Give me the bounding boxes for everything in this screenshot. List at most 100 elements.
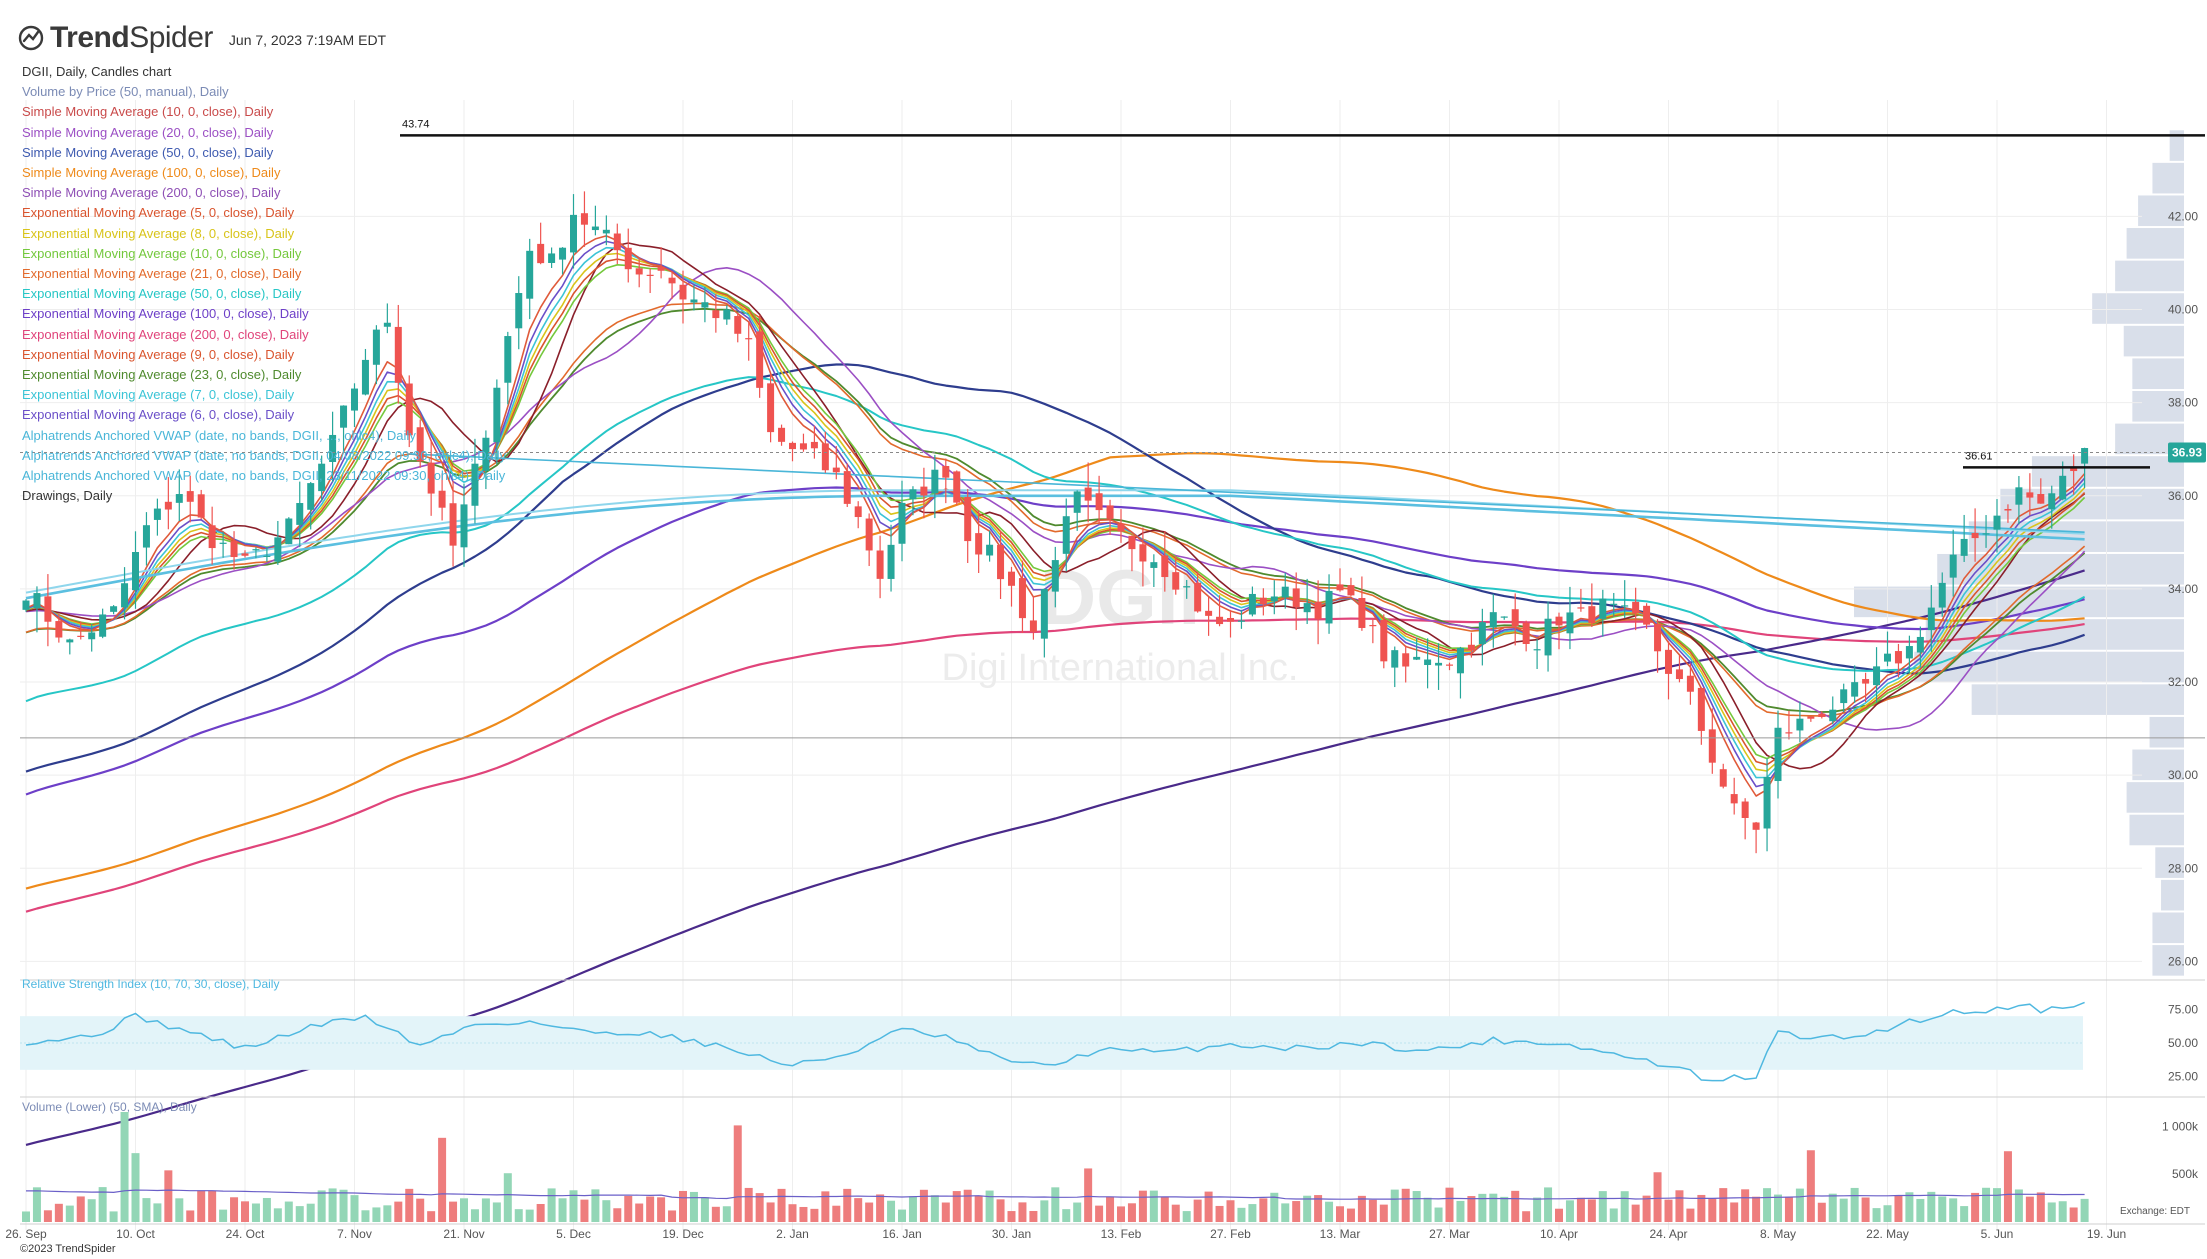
volume-bar — [1905, 1192, 1914, 1222]
candle-body — [471, 463, 479, 506]
candle-body — [449, 503, 457, 546]
candle-body — [307, 483, 315, 510]
legend-entry[interactable]: Exponential Moving Average (5, 0, close)… — [22, 205, 295, 221]
volume-bar — [1971, 1192, 1980, 1222]
candle-body — [1862, 679, 1870, 684]
candle-body — [865, 518, 873, 551]
rsi-tick-label: 50.00 — [2168, 1036, 2198, 1050]
volume-bar — [350, 1195, 359, 1222]
volume-bar — [733, 1125, 742, 1222]
volume-bar — [810, 1208, 819, 1222]
legend-entry[interactable]: Exponential Moving Average (6, 0, close)… — [22, 407, 295, 423]
vbp-bar — [2149, 716, 2184, 748]
legend-entry[interactable]: Alphatrends Anchored VWAP (date, no band… — [22, 447, 507, 463]
candle-body — [77, 635, 85, 637]
volume-bar — [821, 1191, 830, 1222]
volume-bar — [2058, 1201, 2067, 1222]
candle-body — [22, 600, 30, 610]
time-tick-label: 2. Jan — [776, 1227, 809, 1241]
volume-bar — [711, 1206, 720, 1222]
price-axis[interactable]: 26.00 28.00 30.00 32.00 34.00 36.00 38.00 40.00… — [20, 209, 2205, 981]
volume-bar — [799, 1206, 808, 1222]
candle-body — [602, 229, 610, 234]
candle-body — [2037, 494, 2045, 504]
volume-bar — [1982, 1187, 1991, 1222]
horizontal-level-lines[interactable]: 43.74 36.61 36.93 — [20, 118, 2206, 739]
candle-body — [1971, 532, 1979, 539]
candle-body — [657, 266, 665, 271]
candle-body — [1829, 709, 1837, 722]
vbp-bar — [2152, 912, 2184, 944]
candle-body — [1708, 729, 1716, 763]
legend-entry[interactable]: Exponential Moving Average (100, 0, clos… — [22, 306, 309, 322]
rsi-panel: Relative Strength Index (10, 70, 30, clo… — [20, 977, 2205, 1098]
volume-bar — [1631, 1204, 1640, 1222]
volume-bar — [919, 1189, 928, 1222]
volume-bar — [175, 1198, 184, 1222]
indicator-legend[interactable]: DGII, Daily, Candles chart Volume by Pric… — [22, 62, 506, 506]
candle-body — [1785, 732, 1793, 734]
volume-bar — [131, 1153, 140, 1222]
volume-bar — [1960, 1206, 1969, 1222]
volume-bar — [1719, 1188, 1728, 1222]
candle-body — [986, 544, 994, 556]
legend-entry[interactable]: Exponential Moving Average (9, 0, close)… — [22, 346, 295, 362]
volume-bar — [1883, 1205, 1892, 1222]
volume-bar — [536, 1203, 545, 1222]
legend-entry[interactable]: Simple Moving Average (100, 0, close), D… — [22, 165, 281, 181]
volume-bar — [755, 1193, 764, 1222]
time-tick-label: 22. May — [1866, 1227, 1909, 1241]
legend-entry[interactable]: Alphatrends Anchored VWAP (date, no band… — [22, 468, 506, 484]
legend-entry[interactable]: Exponential Moving Average (7, 0, close)… — [22, 387, 295, 403]
legend-entry[interactable]: Simple Moving Average (10, 0, close), Da… — [22, 104, 274, 120]
candle-body — [942, 465, 950, 478]
volume-sma-line — [25, 1189, 2085, 1200]
candle-body — [1774, 727, 1782, 782]
legend-entry[interactable]: Simple Moving Average (200, 0, close), D… — [22, 185, 281, 201]
legend-entry[interactable]: DGII, Daily, Candles chart — [22, 64, 172, 79]
volume-bar — [887, 1200, 896, 1222]
volume-bar — [1303, 1195, 1312, 1222]
candle-body — [1675, 669, 1683, 680]
volume-bar — [1555, 1208, 1563, 1222]
volume-bar — [449, 1201, 458, 1222]
legend-entry[interactable]: Alphatrends Anchored VWAP (date, no band… — [22, 427, 416, 443]
volume-bar — [1390, 1189, 1399, 1222]
legend-entry[interactable]: Drawings, Daily — [22, 488, 113, 504]
candle-body — [756, 331, 764, 388]
candle-body — [2070, 468, 2078, 472]
legend-entry[interactable]: Exponential Moving Average (10, 0, close… — [22, 245, 302, 261]
exchange-label: Exchange: EDT — [2120, 1206, 2190, 1217]
ema-100-line — [25, 486, 2085, 796]
candle-body — [1654, 623, 1662, 652]
candle-body — [1697, 687, 1705, 731]
candle-body — [1018, 578, 1026, 619]
candle-body — [1161, 555, 1169, 578]
volume-bar — [832, 1205, 841, 1222]
candle-body — [701, 302, 709, 308]
candle-body — [789, 442, 796, 450]
legend-entry[interactable]: Exponential Moving Average (21, 0, close… — [22, 266, 302, 282]
candle-body — [1533, 649, 1541, 651]
candle-body — [734, 316, 742, 334]
candle-body — [1905, 646, 1913, 659]
candle-body — [767, 383, 775, 433]
volume-bar — [1620, 1191, 1629, 1222]
legend-entry[interactable]: Simple Moving Average (50, 0, close), Da… — [22, 144, 274, 160]
sma-100-line — [25, 452, 2085, 890]
candle-body — [263, 555, 271, 557]
ema-50-line — [25, 376, 2086, 703]
legend-entry[interactable]: Exponential Moving Average (200, 0, clos… — [22, 326, 309, 342]
volume-bar — [854, 1198, 863, 1222]
legend-entry[interactable]: Volume by Price (50, manual), Daily — [22, 84, 229, 100]
candle-body — [1347, 585, 1355, 596]
legend-entry[interactable]: Exponential Moving Average (50, 0, close… — [22, 286, 302, 302]
volume-bar — [963, 1189, 972, 1222]
legend-entry[interactable]: Exponential Moving Average (23, 0, close… — [22, 367, 302, 383]
candle-body — [1467, 644, 1475, 651]
candle-body — [1632, 601, 1640, 614]
legend-entry[interactable]: Simple Moving Average (20, 0, close), Da… — [22, 124, 274, 140]
legend-entry[interactable]: Exponential Moving Average (8, 0, close)… — [22, 225, 295, 241]
time-axis[interactable]: 26. Sep 10. Oct 24. Oct 7. Nov 21. Nov 5. Dec… — [5, 1223, 2205, 1241]
